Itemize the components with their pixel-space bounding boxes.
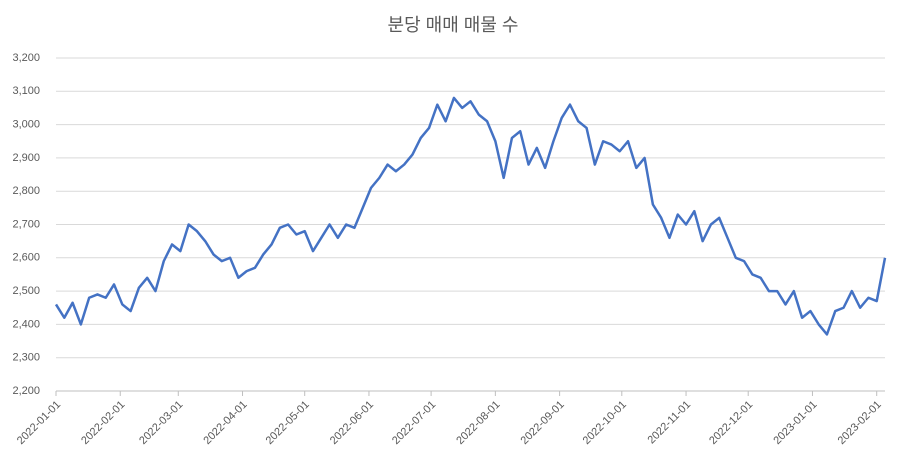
y-tick-label: 2,200 (12, 385, 40, 397)
y-tick-label: 2,700 (12, 218, 40, 230)
x-tick-label: 2023-01-01 (771, 399, 819, 447)
x-tick-label: 2022-06-01 (328, 399, 376, 447)
y-tick-label: 2,800 (12, 185, 40, 197)
x-tick-label: 2022-03-01 (137, 399, 185, 447)
y-tick-label: 2,600 (12, 252, 40, 264)
x-tick-label: 2022-02-01 (79, 399, 127, 447)
chart-title: 분당 매매 매물 수 (388, 15, 519, 35)
y-tick-label: 3,200 (12, 52, 40, 64)
x-tick-label: 2022-05-01 (264, 399, 312, 447)
y-tick-label: 2,400 (12, 318, 40, 330)
y-tick-label: 3,000 (12, 119, 40, 131)
x-tick-label: 2023-02-01 (836, 399, 884, 447)
x-tick-label: 2022-12-01 (707, 399, 755, 447)
x-tick-label: 2022-08-01 (454, 399, 502, 447)
x-tick-label: 2022-11-01 (646, 399, 694, 447)
x-tick-label: 2022-10-01 (581, 399, 629, 447)
y-tick-label: 2,300 (12, 352, 40, 364)
x-tick-label: 2022-01-01 (15, 399, 63, 447)
x-tick-label: 2022-07-01 (390, 399, 438, 447)
x-tick-label: 2022-04-01 (201, 399, 249, 447)
y-tick-label: 2,500 (12, 285, 40, 297)
y-tick-label: 2,900 (12, 152, 40, 164)
y-tick-label: 3,100 (12, 85, 40, 97)
x-tick-label: 2022-09-01 (519, 399, 567, 447)
line-series (54, 96, 887, 336)
